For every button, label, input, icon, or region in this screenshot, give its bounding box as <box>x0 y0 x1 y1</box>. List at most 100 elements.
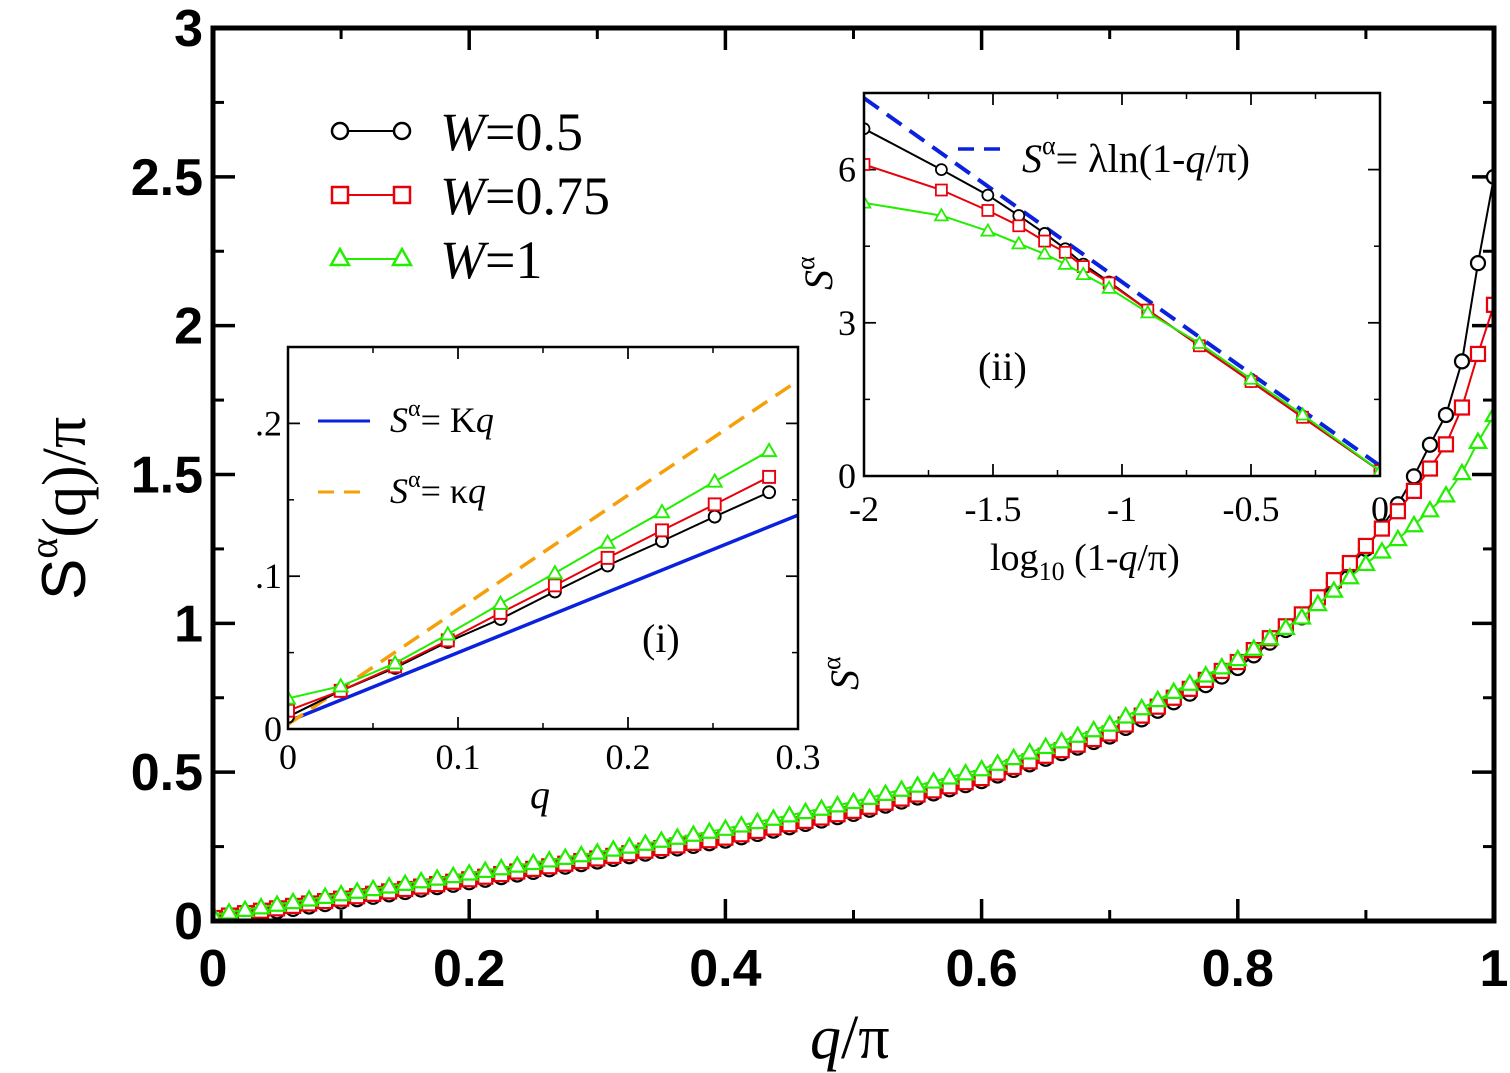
legend-marker-circle-icon <box>392 121 412 141</box>
main-series-w-1-point <box>411 870 432 889</box>
main-y-tick-label: 3 <box>174 0 203 58</box>
legend-marker-circle-icon <box>330 121 350 141</box>
main-series-w-1-point <box>267 894 288 912</box>
inset-ii-leg-alpha: α <box>1042 131 1056 160</box>
main-series-w-1-point <box>1195 665 1216 683</box>
main-x-label-q: q <box>810 1004 841 1072</box>
main-series-w-1-point <box>1211 656 1232 675</box>
stray-y-label-s: S <box>822 670 867 690</box>
main-series-w-1-point <box>1355 553 1376 572</box>
main-x-tick-label: 0.4 <box>689 940 761 998</box>
main-series-w-1-point <box>763 808 784 826</box>
main-x-tick-label: 1 <box>1480 940 1509 998</box>
main-series-w-1-point <box>283 891 304 910</box>
inset-i-x-tick-label: 0.3 <box>776 737 821 777</box>
inset-i-frame <box>286 345 800 731</box>
inset-ii-series-w-1-point <box>1372 462 1380 476</box>
inset-ii-series-w-1-point <box>1139 304 1156 319</box>
main-series-w-1-point <box>907 775 928 793</box>
main-x-label-rest: /π <box>841 1004 890 1072</box>
main-series-w-1-point <box>1243 638 1264 656</box>
main-series-w-1-point <box>875 783 896 801</box>
inset-ii-series-w-1-point <box>1010 235 1027 250</box>
main-series-w-1-point <box>250 896 272 915</box>
svg-text:Sα: Sα <box>791 256 841 290</box>
inset-i-series-w-1-point <box>706 472 724 488</box>
svg-text:Sα(q)/π: Sα(q)/π <box>21 417 99 600</box>
legend-marker-triangle-icon <box>328 246 352 267</box>
main-series-w-1-point <box>683 824 704 842</box>
main-series-w-1-point <box>1307 593 1328 612</box>
inset-i-series-w-0-75-point <box>655 523 669 538</box>
inset-ii-leg-s: S <box>1022 136 1042 181</box>
main-series-w-1-point <box>1227 648 1248 667</box>
main-series-w-1-point <box>971 758 992 777</box>
inset-ii-series-w-1-point <box>1036 245 1053 260</box>
main-y-tick-label: 2.5 <box>131 149 203 207</box>
main-series-w-1-point <box>459 862 480 881</box>
legend-marker-square-icon <box>392 185 412 205</box>
inset-i-series-w-0-5-point <box>762 485 777 500</box>
main-series-w-1-point <box>859 787 880 806</box>
inset-i-y-tick-label: 0 <box>264 709 282 749</box>
svg-text:Sα: Sα <box>817 656 867 690</box>
main-series-w-0-75-point <box>1421 460 1439 477</box>
main-y-label-rest: (q)/π <box>31 417 99 538</box>
main-series-w-1-point <box>1147 689 1168 708</box>
main-series-w-1-point <box>1339 566 1360 585</box>
inset-ii-x-label-rest-b: /π) <box>1137 537 1179 579</box>
inset-ii-series-w-0-75-point <box>981 204 995 217</box>
main-series-w-1-point <box>1323 580 1344 598</box>
inset-i-leg1-s: S <box>390 400 408 440</box>
inset-ii-leg-rest: /π) <box>1205 136 1250 181</box>
main-series-w-1-point <box>347 881 368 899</box>
main-legend: W=0.5 W=0.75 W=1 <box>328 102 610 290</box>
main-y-tick-label: 0.5 <box>131 744 203 802</box>
main-y-tick-label: 1.5 <box>131 447 203 505</box>
main-series-w-1-point <box>715 818 736 836</box>
inset-i-x-tick-label: 0 <box>279 737 297 777</box>
legend-w1-value: =1 <box>485 230 542 290</box>
inset-i-leg1-alpha: α <box>408 396 421 422</box>
main-series-group <box>213 168 1494 921</box>
main-series-w-1-point <box>939 766 960 785</box>
inset-i-series-s-kq-fit-line <box>288 513 798 724</box>
main-y-label-s: S <box>30 559 99 600</box>
main-series-w-1-point <box>587 842 608 860</box>
inset-ii-series-w-1-point <box>1057 255 1074 270</box>
inset-i-x-axis-label: q <box>530 772 550 817</box>
inset-ii-series-s-ln-1-q-fit-line <box>864 96 1380 468</box>
main-series-w-1-point <box>523 852 544 871</box>
main-series-w-0-75-point <box>1357 537 1375 555</box>
inset-i-series-w-0-75-point <box>600 550 615 565</box>
inset-ii-leg-q: q <box>1185 136 1205 181</box>
main-series-w-1-point <box>1019 742 1040 760</box>
main-series-w-1-point <box>987 753 1008 771</box>
main-series-w-1-point <box>1067 725 1088 743</box>
main-series-w-1-point <box>1099 714 1120 732</box>
main-series-w-1-point <box>395 873 416 892</box>
inset-ii-frame <box>862 91 1382 478</box>
main-series-w-1-point <box>827 794 848 813</box>
inset-i-series-w-1-point <box>653 503 671 519</box>
legend-w075-value: =0.75 <box>485 166 610 226</box>
legend-w05-value: =0.5 <box>485 102 583 162</box>
inset-i-leg1-q: q <box>476 400 494 440</box>
main-series-w-0-75-point <box>1373 520 1391 537</box>
main-series-w-1-point <box>234 899 256 918</box>
main-series-w-1-point <box>1419 499 1440 518</box>
stray-y-label-alpha: α <box>817 656 846 670</box>
main-series-w-1-point <box>1435 484 1457 503</box>
inset-ii-x-label-log: log <box>990 537 1039 579</box>
inset-i-series-w-0-5-point <box>707 509 722 524</box>
main-series-w-1-point <box>1131 697 1152 716</box>
inset-ii-tag: (ii) <box>978 344 1027 389</box>
main-x-tick-label: 0.8 <box>1202 940 1274 998</box>
legend-w-symbol: W <box>440 102 490 162</box>
main-x-tick-label: 0.6 <box>945 940 1017 998</box>
main-series-w-1-point <box>1163 681 1184 700</box>
legend-marker-square-icon <box>330 185 350 205</box>
main-y-tick-label: 0 <box>174 893 203 951</box>
inset-i-series-w-1-point <box>546 564 564 580</box>
